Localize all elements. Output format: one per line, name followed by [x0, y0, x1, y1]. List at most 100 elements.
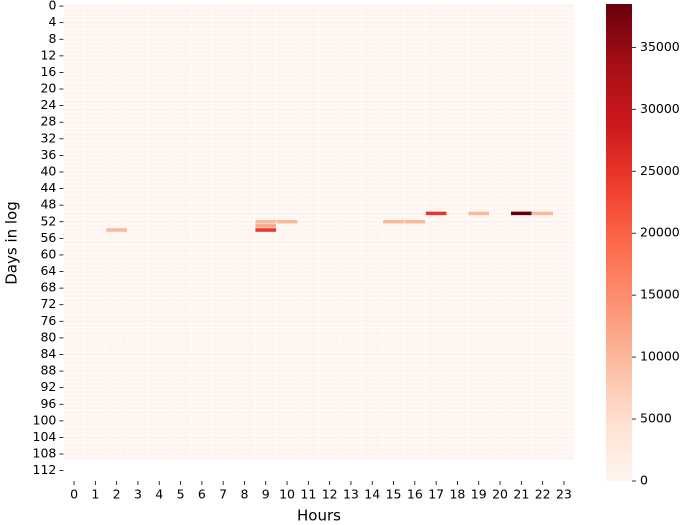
heatmap-cell — [233, 430, 256, 436]
heatmap-cell — [318, 240, 341, 245]
heatmap-cell — [254, 169, 277, 175]
heatmap-cell — [553, 298, 575, 303]
heatmap-cell — [84, 236, 107, 241]
heatmap-cell — [553, 28, 575, 34]
x-tick-label: 21 — [513, 487, 529, 502]
heatmap-cell — [318, 410, 341, 415]
heatmap-cell — [297, 252, 320, 258]
heatmap-cell — [489, 298, 511, 303]
heatmap-cell — [276, 447, 298, 453]
heatmap-cell — [425, 298, 448, 303]
heatmap-cell — [63, 12, 85, 17]
heatmap-cell — [403, 260, 426, 266]
heatmap-cell — [190, 153, 213, 158]
heatmap-cell — [318, 202, 341, 208]
heatmap-cell — [340, 157, 362, 162]
heatmap-cell — [233, 343, 256, 349]
heatmap-cell — [148, 223, 171, 229]
heatmap-cell — [467, 136, 490, 142]
heatmap-cell — [553, 24, 575, 30]
heatmap-cell — [297, 360, 320, 366]
heatmap-cell — [382, 244, 405, 249]
heatmap-cell — [510, 269, 533, 274]
heatmap-cell — [190, 12, 213, 17]
heatmap-cell — [510, 144, 533, 150]
heatmap-cell — [510, 439, 533, 444]
heatmap-cell — [553, 348, 575, 353]
heatmap-cell — [553, 219, 575, 225]
heatmap-cell — [489, 107, 511, 113]
heatmap-cell — [148, 148, 171, 154]
heatmap-cell — [127, 377, 149, 382]
heatmap-cell — [340, 385, 362, 390]
colorbar-segment — [606, 206, 632, 212]
heatmap-cell — [446, 140, 469, 146]
heatmap-cell — [254, 3, 277, 9]
heatmap-cell — [489, 161, 511, 167]
colorbar-segment — [606, 409, 632, 414]
heatmap-cell — [297, 364, 320, 370]
heatmap-cell — [105, 16, 128, 21]
heatmap-cell — [276, 306, 298, 312]
heatmap-cell — [276, 107, 298, 113]
heatmap-cell — [489, 215, 511, 220]
heatmap-cell — [254, 269, 277, 274]
heatmap-cell — [382, 240, 405, 245]
heatmap-cell — [446, 435, 469, 440]
heatmap-cell — [148, 343, 171, 349]
heatmap-cell — [190, 103, 213, 108]
heatmap-cell — [318, 377, 341, 382]
heatmap-cell — [446, 211, 469, 216]
heatmap-cell — [212, 335, 235, 341]
x-tick-label: 20 — [492, 487, 508, 502]
heatmap-cell — [446, 273, 469, 279]
heatmap-cell — [190, 447, 213, 453]
heatmap-cell — [105, 414, 128, 420]
heatmap-cell — [190, 339, 213, 345]
heatmap-cell — [297, 339, 320, 345]
colorbar-segment — [606, 155, 632, 160]
heatmap-cell — [489, 111, 511, 117]
heatmap-cell — [297, 302, 320, 308]
heatmap-cell — [446, 148, 469, 154]
heatmap-cell — [233, 310, 256, 316]
heatmap-cell — [127, 298, 149, 303]
heatmap-cell — [148, 128, 171, 133]
heatmap-cell — [169, 99, 192, 104]
heatmap-cell — [254, 260, 277, 266]
heatmap-cell — [233, 165, 256, 171]
heatmap-cell — [148, 331, 171, 337]
heatmap-cell — [105, 45, 128, 50]
heatmap-cell — [148, 206, 171, 212]
heatmap-cell — [297, 3, 320, 9]
heatmap-cell — [531, 78, 554, 84]
heatmap-cell — [467, 115, 490, 121]
colorbar-tick-label: 5000 — [640, 411, 672, 426]
heatmap-cell — [489, 256, 511, 262]
heatmap-cell — [318, 173, 341, 179]
heatmap-cell — [531, 194, 554, 200]
heatmap-cell — [233, 244, 256, 249]
heatmap-cell — [276, 86, 298, 92]
heatmap-cell — [84, 223, 107, 229]
heatmap-cell — [254, 406, 277, 411]
heatmap-cell — [340, 169, 362, 175]
heatmap-cell — [276, 401, 298, 407]
heatmap-cell — [63, 252, 85, 258]
heatmap-cell — [403, 389, 426, 395]
heatmap-cell — [233, 364, 256, 370]
heatmap-cell — [446, 389, 469, 395]
heatmap-cell — [105, 422, 128, 428]
heatmap-cell — [446, 198, 469, 204]
heatmap-cell — [467, 439, 490, 444]
heatmap-cell — [84, 70, 107, 75]
colorbar-segment — [606, 266, 632, 271]
colorbar-segment — [606, 87, 632, 92]
heatmap-cell — [531, 86, 554, 92]
heatmap-cell — [84, 248, 107, 254]
heatmap-cell — [361, 190, 384, 196]
heatmap-cell — [233, 190, 256, 196]
heatmap-cell — [148, 277, 171, 283]
heatmap-cell — [254, 49, 277, 55]
heatmap-cell — [233, 119, 256, 125]
